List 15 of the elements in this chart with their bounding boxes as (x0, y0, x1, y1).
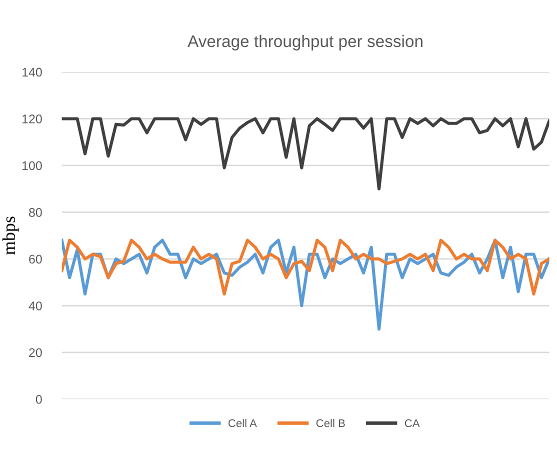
y-tick-label: 80 (29, 208, 42, 217)
y-tick-label: 20 (29, 348, 42, 358)
line-series (62, 117, 550, 190)
y-tick-label: 0 (36, 394, 42, 404)
y-tick-label: 100 (22, 161, 42, 170)
legend-label: Cell A (228, 418, 257, 428)
chart-title: Average throughput per session (188, 34, 422, 50)
y-tick-label: 140 (22, 68, 42, 77)
y-tick-label: 120 (22, 114, 42, 124)
legend-label: Cell B (316, 418, 345, 428)
y-axis-title: mbps (2, 216, 19, 255)
y-tick-label: 40 (28, 301, 42, 310)
legend-label: CA (404, 419, 420, 428)
y-tick-label: 60 (29, 254, 42, 264)
line-series (62, 238, 550, 296)
